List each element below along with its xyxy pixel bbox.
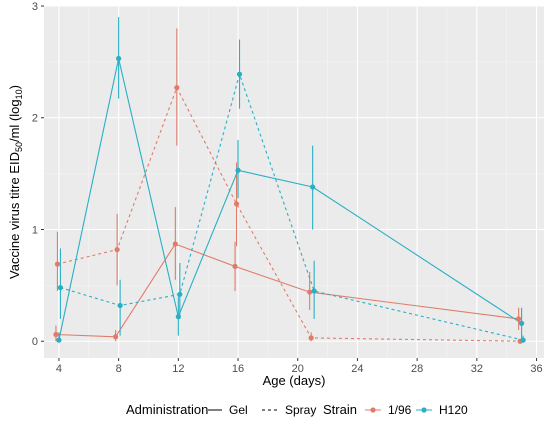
x-axis-title: Age (days) [263,373,326,388]
x-tick-label: 20 [292,363,304,375]
data-point-1-96-spray [308,335,314,341]
y-tick-label: 3 [32,1,38,13]
legend: Administration Gel Spray Strain 1/96 H12… [126,402,468,417]
x-tick-label: 4 [56,363,62,375]
legend-marker-strain-196 [370,407,376,413]
y-tick-label: 2 [32,113,38,125]
data-point-h120-spray [117,302,123,309]
data-point-h120-gel [519,320,525,326]
y-axis-title-end: ) [7,85,22,89]
x-tick-label: 16 [232,363,244,375]
data-point-h120-spray [236,71,243,77]
y-axis-title-sub2: 10 [14,89,24,99]
data-point-h120-gel [235,167,241,173]
series-line-1-96-gel [55,243,519,338]
x-tick-label: 12 [172,363,184,375]
data-point-1-96-gel [516,316,522,322]
series-lines [55,58,524,342]
y-tick-label: 1 [32,224,38,236]
legend-label-spray: Spray [285,403,316,417]
data-point-h120-gel [310,184,316,190]
series-line-h120-gel [58,58,522,341]
data-point-h120-spray [520,337,526,343]
legend-strain-title: Strain [323,402,357,417]
data-point-1-96-gel [53,331,59,338]
y-axis-title-sub: 50 [14,142,24,152]
data-points [53,55,526,344]
y-tick-label: 0 [32,336,38,348]
legend-label-strain-h120: H120 [439,403,468,417]
data-point-1-96-spray [174,84,180,91]
data-point-h120-gel [116,55,122,62]
x-tick-label: 36 [530,363,542,375]
y-axis-title: Vaccine virus titre EID50/ml (log10) [7,85,24,279]
data-point-h120-spray [177,291,183,297]
data-point-1-96-gel [307,289,313,295]
legend-label-strain-196: 1/96 [388,403,412,417]
x-tick-label: 8 [116,363,122,375]
x-axis: 4 8 12 16 20 24 28 32 36 [56,358,543,375]
y-axis-title-main: Vaccine virus titre EID [7,152,22,279]
x-tick-label: 28 [411,363,423,375]
y-axis: 0 1 2 3 [32,1,44,348]
data-point-h120-spray [57,285,64,291]
data-point-h120-gel [175,314,181,320]
series-line-1-96-spray [57,86,521,342]
legend-administration-title: Administration [126,402,208,417]
panel-background [44,6,544,358]
data-point-1-96-spray [233,201,240,207]
data-point-h120-gel [56,337,62,343]
data-point-1-96-gel [172,241,178,247]
legend-marker-strain-h120 [421,407,427,413]
y-axis-title-mid: /ml (log [7,99,22,142]
data-point-1-96-gel [113,334,119,340]
data-point-1-96-spray [114,247,120,253]
data-point-h120-spray [311,288,317,294]
legend-label-gel: Gel [229,403,248,417]
data-point-1-96-gel [232,263,238,269]
x-tick-label: 32 [471,363,483,375]
x-tick-label: 24 [351,363,363,375]
data-point-1-96-spray [54,261,61,267]
